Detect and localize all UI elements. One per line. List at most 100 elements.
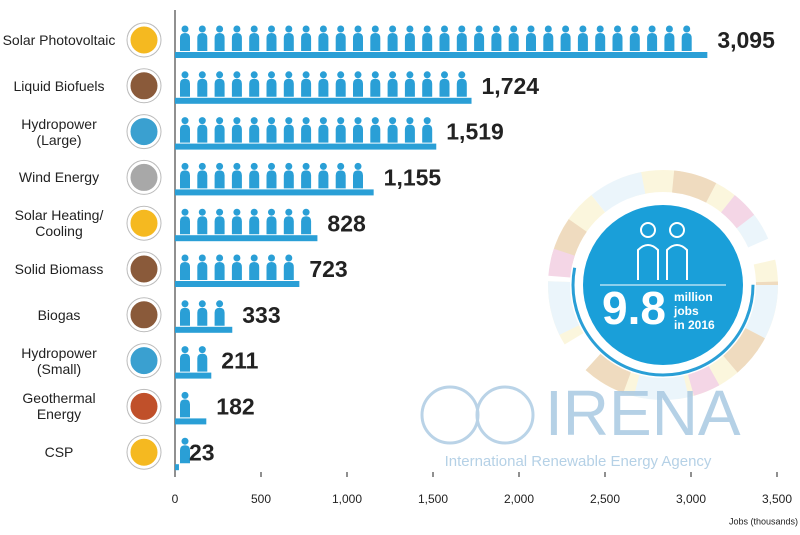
person-icon [353,124,363,143]
person-icon [629,33,640,51]
person-icon [181,162,189,170]
person-icon [577,33,588,51]
person-icon [404,78,415,97]
person-icon [526,33,536,51]
person-icon [458,25,466,33]
person-icon [285,117,293,125]
person-icon [249,78,260,97]
x-tick-label: 1,500 [418,492,448,506]
person-icon [214,307,225,326]
person-icon [387,33,398,51]
value-label: 333 [242,302,280,328]
person-icon [214,216,225,235]
person-icon [510,25,518,33]
person-icon [181,391,189,399]
watermark-subtitle: International Renewable Energy Agency [445,453,712,470]
value-label: 3,095 [717,27,775,53]
person-icon [285,71,293,79]
person-icon [354,25,362,33]
bar [175,189,374,196]
person-icon [387,124,398,143]
category-label: Biogas [37,306,81,323]
pictogram [180,162,363,189]
person-icon [198,254,206,262]
person-icon [389,25,397,33]
x-tick-label: 2,000 [504,492,534,506]
person-icon [266,33,277,51]
workers-icon [637,222,688,280]
person-icon [404,124,415,143]
person-icon [370,124,381,143]
person-icon [216,117,224,125]
person-icon [335,78,346,97]
category-label: Solar Photovoltaic [2,32,116,48]
person-icon [181,208,189,216]
category-icon [127,252,161,286]
person-icon [214,33,225,51]
category-icon [127,344,161,378]
value-label: 1,155 [384,164,442,190]
person-icon [681,33,692,51]
person-icon [231,78,242,97]
person-icon [508,33,519,51]
person-icon [301,78,312,97]
person-icon [283,170,294,189]
person-icon [371,25,379,33]
person-icon [335,170,346,189]
value-label: 828 [327,210,366,236]
person-icon [285,254,293,262]
person-icon [249,124,260,143]
person-icon [197,33,208,51]
person-icon [439,33,450,51]
person-icon [231,124,242,143]
person-icon [198,346,206,354]
person-icon [233,25,241,33]
person-icon [527,25,535,33]
person-icon [198,71,206,79]
decor-arc [571,193,755,377]
person-icon [319,71,327,79]
x-tick-label: 0 [172,492,179,506]
x-tick-label: 3,000 [676,492,706,506]
person-icon [216,25,224,33]
person-icon [423,71,431,79]
person-icon [683,25,691,33]
category-icon [127,160,161,194]
person-icon [406,25,414,33]
person-icon [353,78,363,97]
person-icon [492,25,500,33]
person-icon [543,33,554,51]
pictogram [180,117,433,143]
person-icon [441,71,448,79]
category-label: Geothermal Energy [22,390,96,423]
category-icon-ring [126,114,162,150]
person-icon [233,208,241,216]
person-icon [250,117,258,125]
person-icon [474,33,485,51]
person-icon [180,124,190,143]
caption: million [674,290,713,304]
category-icon-ring [126,205,162,241]
decor-rings [548,170,778,400]
person-icon [648,25,656,33]
person-icon [319,25,327,33]
bar [175,143,437,150]
person-icon [283,262,294,280]
person-icon [458,71,466,79]
person-icon [214,78,225,97]
person-icon [301,124,312,143]
person-icon [249,262,260,280]
category-icon [127,206,161,240]
bar [175,52,708,58]
x-tick-label: 3,500 [762,492,792,506]
person-icon [197,78,208,97]
person-icon [664,33,675,51]
value-label: 182 [216,393,254,419]
person-icon [249,33,260,51]
person-icon [283,124,294,143]
person-icon [283,216,294,235]
person-icon [302,71,310,79]
category-label: Hydropower (Large) [21,115,97,148]
person-icon [249,170,260,189]
